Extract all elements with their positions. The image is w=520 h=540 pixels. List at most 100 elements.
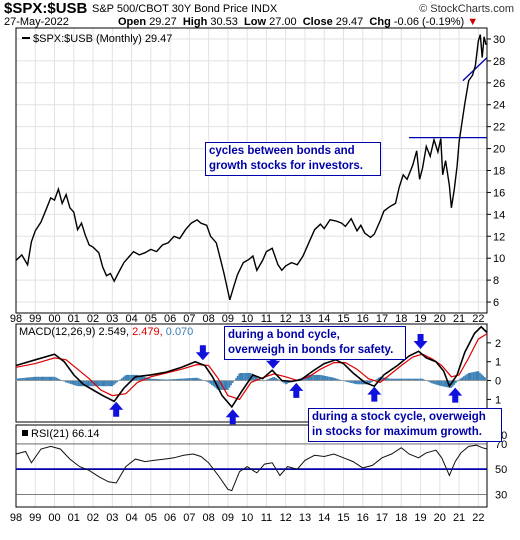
- macd-histogram-bar: [223, 380, 226, 390]
- macd-histogram-bar: [20, 378, 22, 381]
- macd-histogram-bar: [392, 378, 395, 381]
- macd-histogram-bar: [214, 380, 216, 388]
- x-tick-label-bottom: 09: [222, 512, 234, 524]
- macd-histogram-bar: [463, 376, 465, 381]
- macd-histogram-bar: [308, 374, 311, 381]
- macd-histogram-bar: [353, 380, 356, 384]
- macd-histogram-bar: [230, 380, 232, 386]
- macd-histogram-bar: [267, 379, 269, 381]
- macd-histogram-bar: [472, 372, 475, 381]
- macd-histogram-bar: [40, 376, 43, 381]
- low-label: Low: [244, 16, 267, 28]
- macd-histogram-bar: [286, 380, 289, 384]
- macd-histogram-bar: [44, 376, 46, 381]
- macd-histogram-bar: [246, 373, 248, 381]
- rsi-legend-label: RSI(21) 66.14: [31, 428, 99, 440]
- macd-histogram-bar: [403, 378, 406, 381]
- x-tick-label-bottom: 18: [395, 512, 407, 524]
- macd-histogram-bar: [456, 380, 459, 382]
- macd-histogram-bar: [186, 378, 189, 381]
- macd-histogram-bar: [166, 379, 168, 381]
- macd-histogram-bar: [422, 379, 425, 381]
- high-value: 30.53: [210, 16, 238, 28]
- macd-histogram-bar: [361, 380, 364, 385]
- macd-histogram-bar: [241, 373, 244, 381]
- x-tick-label-bottom: 98: [10, 512, 22, 524]
- macd-histogram-bar: [358, 380, 361, 385]
- macd-histogram-bar: [394, 378, 396, 381]
- macd-line: [15, 325, 488, 409]
- open-value: 29.27: [149, 16, 177, 28]
- x-tick-label-top: 13: [299, 313, 311, 325]
- macd-histogram-bar: [92, 380, 94, 387]
- macd-histogram-bar: [129, 374, 131, 381]
- macd-histogram-bar: [284, 380, 287, 385]
- annotation-bond-line-1: during a bond cycle,: [228, 329, 340, 341]
- x-tick-label-bottom: 02: [87, 512, 99, 524]
- macd-histogram-bar: [32, 376, 35, 381]
- quote-date: 27-May-2022: [4, 16, 69, 28]
- arrow-up-icon: [109, 401, 124, 417]
- macd-histogram-bar: [406, 378, 409, 381]
- macd-histogram-bar: [312, 374, 314, 381]
- x-tick-label-top: 16: [357, 313, 369, 325]
- x-tick-label-bottom: 99: [29, 512, 41, 524]
- macd-histogram-bar: [97, 380, 99, 387]
- macd-histogram-bar: [72, 380, 75, 385]
- low-value: 27.00: [269, 16, 297, 28]
- macd-histogram-bar: [320, 375, 322, 381]
- macd-histogram-bar: [150, 378, 152, 381]
- macd-histogram-bar: [440, 380, 443, 387]
- price-tick-label: 10: [493, 253, 505, 265]
- annotation-bond-cycle: during a bond cycle, overweigh in bonds …: [224, 326, 406, 360]
- macd-histogram-bar: [334, 378, 337, 381]
- macd-histogram-bar: [177, 378, 179, 381]
- macd-histogram-bar: [270, 377, 273, 381]
- arrow-up-icon: [289, 382, 304, 398]
- macd-histogram-bar: [474, 371, 476, 381]
- macd-histogram-bar: [283, 380, 285, 384]
- macd-histogram-bar: [101, 380, 104, 387]
- macd-histogram-bar: [238, 373, 240, 381]
- macd-histogram-bar: [480, 374, 483, 381]
- macd-histogram-bar: [255, 377, 258, 381]
- macd-histogram-bar: [64, 380, 67, 383]
- arrow-up-icon: [367, 386, 382, 402]
- x-tick-label-bottom: 20: [434, 512, 446, 524]
- macd-histogram-bar: [48, 376, 51, 381]
- macd-histogram-bar: [74, 380, 77, 386]
- macd-histogram-bar: [142, 376, 144, 381]
- macd-histogram-bar: [381, 377, 383, 381]
- macd-histogram-bar: [458, 379, 460, 381]
- macd-histogram-bar: [355, 380, 358, 385]
- macd-histogram-bar: [158, 379, 160, 381]
- macd-histogram-bar: [119, 379, 122, 381]
- x-tick-label-bottom: 01: [68, 512, 80, 524]
- x-tick-label-bottom: 12: [280, 512, 292, 524]
- x-tick-label-top: 03: [106, 313, 118, 325]
- macd-histogram-bar: [148, 378, 151, 381]
- x-tick-label-top: 11: [261, 313, 272, 325]
- macd-histogram-bar: [209, 380, 212, 384]
- macd-histogram-bar: [50, 376, 53, 381]
- macd-histogram-bar: [376, 378, 378, 381]
- macd-histogram-bar: [432, 380, 435, 384]
- macd-histogram-bar: [313, 374, 316, 381]
- macd-histogram-bar: [398, 378, 401, 381]
- arrow-up-icon: [225, 409, 240, 425]
- rsi-line: [15, 444, 488, 492]
- macd-histogram-bar: [52, 376, 54, 381]
- macd-histogram-bar: [378, 377, 380, 381]
- macd-histogram-bar: [105, 380, 107, 387]
- macd-histogram-bar: [451, 380, 454, 387]
- macd-histogram-bar: [350, 380, 353, 383]
- macd-histogram-bar: [323, 375, 326, 381]
- macd-histogram-bar: [416, 378, 419, 381]
- price-tick-label: 18: [493, 166, 505, 178]
- chg-value: -0.06 (-0.19%): [393, 16, 465, 28]
- macd-histogram-bar: [254, 376, 256, 381]
- macd-histogram-bar: [411, 378, 414, 381]
- macd-histogram-bar: [26, 377, 29, 381]
- macd-histogram-bar: [211, 380, 213, 385]
